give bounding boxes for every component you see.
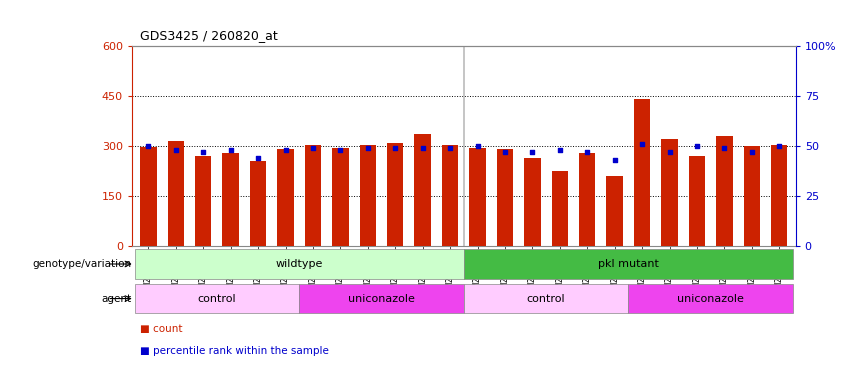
Bar	[168, 141, 184, 246]
Point	[608, 157, 621, 163]
Point	[663, 149, 677, 155]
Text: ■ percentile rank within the sample: ■ percentile rank within the sample	[140, 346, 329, 356]
Bar	[469, 147, 486, 246]
Bar	[305, 145, 321, 246]
Point	[745, 149, 758, 155]
Bar	[551, 171, 568, 246]
Bar	[250, 161, 266, 246]
Bar	[387, 142, 403, 246]
Point	[443, 145, 457, 151]
Bar	[628, 284, 793, 313]
Text: wildtype: wildtype	[276, 259, 323, 269]
Point	[388, 145, 402, 151]
Bar	[442, 145, 459, 246]
Bar	[744, 146, 760, 246]
Bar	[414, 134, 431, 246]
Bar	[195, 156, 211, 246]
Point	[636, 141, 649, 147]
Point	[690, 143, 704, 149]
Point	[224, 147, 237, 153]
Bar	[497, 149, 513, 246]
Point	[471, 143, 484, 149]
Bar	[332, 147, 349, 246]
Bar	[579, 153, 596, 246]
Text: uniconazole: uniconazole	[677, 293, 744, 304]
Bar	[464, 284, 628, 313]
Bar	[717, 136, 733, 246]
Bar	[771, 145, 787, 246]
Text: pkl mutant: pkl mutant	[598, 259, 659, 269]
Text: control: control	[527, 293, 565, 304]
Bar	[464, 249, 793, 279]
Point	[361, 145, 374, 151]
Point	[334, 147, 347, 153]
Point	[141, 143, 155, 149]
Bar	[661, 139, 677, 246]
Point	[717, 145, 731, 151]
Bar	[524, 157, 540, 246]
Text: uniconazole: uniconazole	[348, 293, 415, 304]
Bar	[300, 284, 464, 313]
Point	[773, 143, 786, 149]
Point	[416, 145, 430, 151]
Text: genotype/variation: genotype/variation	[32, 259, 131, 269]
Bar	[607, 176, 623, 246]
Text: agent: agent	[101, 293, 131, 304]
Bar	[134, 249, 464, 279]
Point	[197, 149, 210, 155]
Point	[306, 145, 320, 151]
Text: ■ count: ■ count	[140, 324, 183, 334]
Point	[251, 155, 265, 161]
Bar	[634, 99, 650, 246]
Point	[278, 147, 292, 153]
Point	[169, 147, 183, 153]
Text: GDS3425 / 260820_at: GDS3425 / 260820_at	[140, 29, 278, 42]
Bar	[688, 156, 705, 246]
Bar	[360, 145, 376, 246]
Bar	[140, 147, 157, 246]
Bar	[277, 149, 294, 246]
Point	[580, 149, 594, 155]
Point	[498, 149, 511, 155]
Point	[526, 149, 540, 155]
Bar	[134, 284, 300, 313]
Bar	[222, 153, 239, 246]
Point	[553, 147, 567, 153]
Text: control: control	[197, 293, 237, 304]
